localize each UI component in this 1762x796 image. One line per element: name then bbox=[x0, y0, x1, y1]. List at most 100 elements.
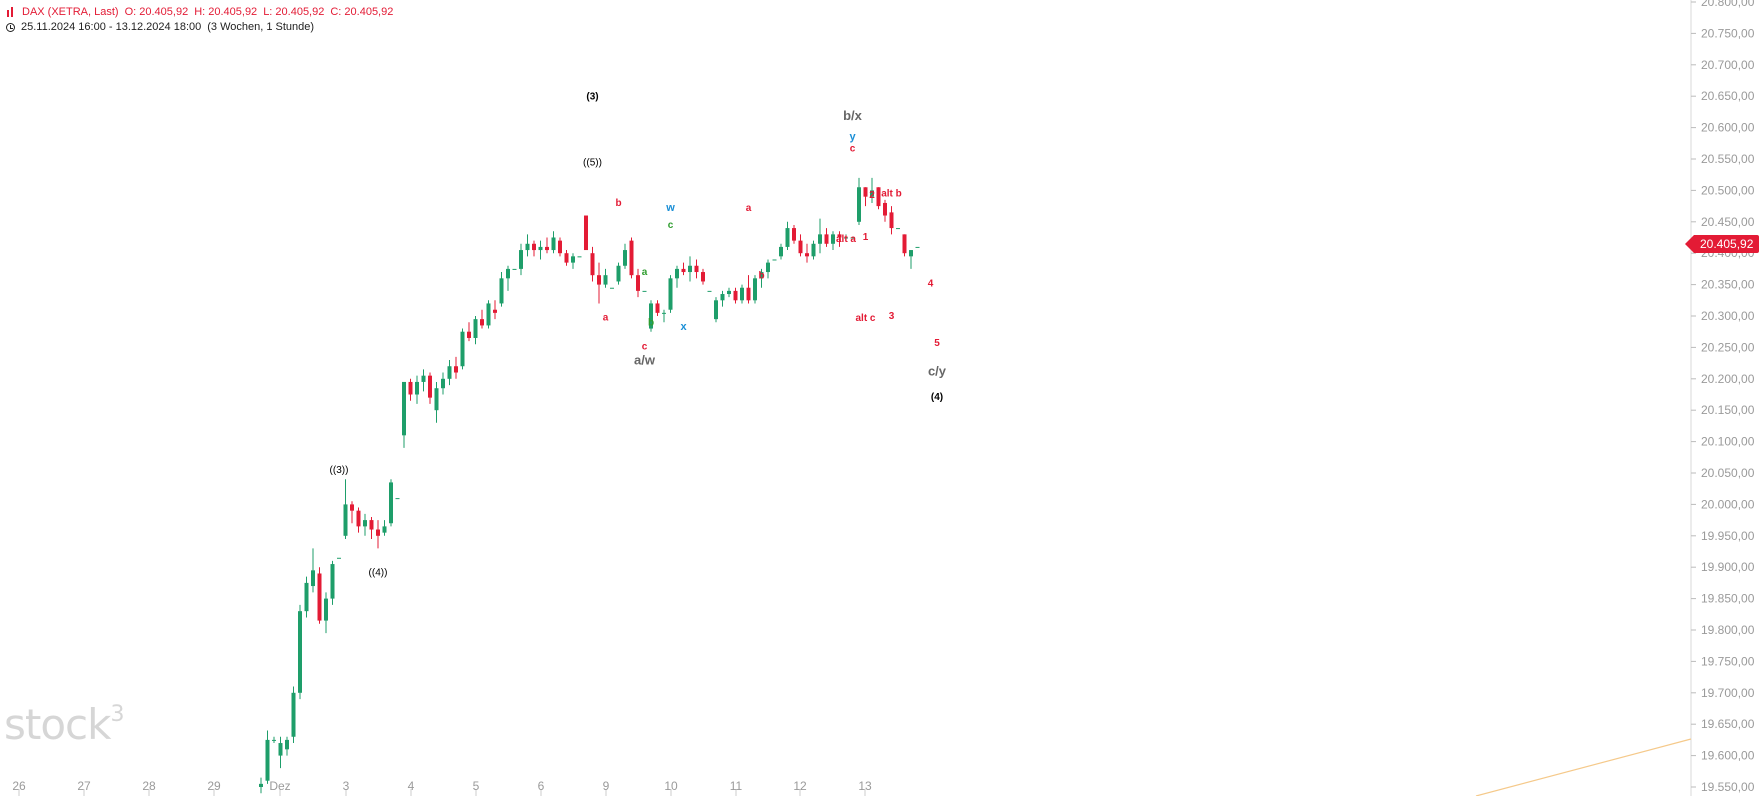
candle-body bbox=[506, 268, 510, 279]
y-tick-label: 20.700,00 bbox=[1701, 58, 1755, 72]
range-header: 25.11.2024 16:00 - 13.12.2024 18:00 (3 W… bbox=[6, 21, 314, 33]
candle-body bbox=[564, 253, 569, 263]
y-tick-label: 20.350,00 bbox=[1701, 278, 1755, 292]
wave-label: c/y bbox=[928, 364, 947, 379]
wave-label: c bbox=[850, 143, 856, 154]
y-tick-label: 20.750,00 bbox=[1701, 26, 1755, 40]
candle-body bbox=[792, 228, 796, 241]
y-tick-label: 19.950,00 bbox=[1701, 529, 1755, 543]
x-tick-label: 11 bbox=[730, 779, 743, 793]
wave-label: 3 bbox=[889, 311, 895, 322]
y-tick-label: 19.900,00 bbox=[1701, 560, 1755, 574]
candle-body bbox=[766, 262, 770, 273]
candle-body bbox=[428, 375, 432, 398]
wave-label: b bbox=[615, 198, 621, 209]
candle-body bbox=[857, 187, 861, 222]
y-tick-label: 20.150,00 bbox=[1701, 403, 1755, 417]
wave-label: b bbox=[758, 270, 764, 281]
candle-body bbox=[662, 312, 666, 314]
candle-body bbox=[831, 234, 835, 244]
wave-label: ((4)) bbox=[369, 567, 388, 578]
y-tick-label: 20.450,00 bbox=[1701, 215, 1755, 229]
candle-body bbox=[584, 215, 588, 251]
wave-label: a bbox=[642, 267, 648, 278]
candle-body bbox=[636, 275, 640, 291]
candle-body bbox=[876, 187, 881, 207]
candle-body bbox=[337, 557, 341, 559]
candle-body bbox=[343, 504, 348, 536]
candle-body bbox=[265, 739, 270, 781]
y-tick-label: 19.800,00 bbox=[1701, 623, 1755, 637]
candle-body bbox=[558, 240, 562, 254]
wave-label: (4) bbox=[931, 392, 943, 403]
y-tick-label: 19.600,00 bbox=[1701, 749, 1755, 763]
y-tick-label: 20.650,00 bbox=[1701, 89, 1755, 103]
candle-body bbox=[727, 290, 731, 295]
wave-label: b bbox=[648, 317, 654, 328]
candle-body bbox=[402, 381, 406, 436]
y-tick-label: 19.700,00 bbox=[1701, 686, 1755, 700]
candle-body bbox=[330, 564, 335, 599]
y-tick-label: 20.600,00 bbox=[1701, 121, 1755, 135]
candle-body bbox=[298, 611, 302, 693]
candle-body bbox=[389, 482, 393, 524]
candle-body bbox=[870, 190, 874, 197]
wave-label: a/w bbox=[634, 352, 656, 367]
candle-body bbox=[278, 743, 283, 756]
candle-body bbox=[785, 228, 790, 247]
x-tick-label: 5 bbox=[473, 779, 480, 793]
candle-body bbox=[902, 234, 907, 254]
candle-body bbox=[694, 265, 699, 273]
ohlc-open: O: 20.405,92 bbox=[124, 6, 189, 18]
y-tick-label: 20.500,00 bbox=[1701, 183, 1755, 197]
y-tick-label: 19.650,00 bbox=[1701, 717, 1755, 731]
candle-body bbox=[304, 582, 309, 612]
wave-label: a bbox=[603, 312, 609, 323]
x-tick-label: 26 bbox=[12, 779, 26, 793]
candle-body bbox=[824, 234, 829, 244]
candle-body bbox=[675, 268, 679, 279]
candle-body bbox=[311, 570, 315, 587]
candle-body bbox=[486, 303, 491, 326]
candle-body bbox=[272, 739, 276, 741]
wave-label: alt c bbox=[855, 313, 875, 324]
wave-label: c bbox=[642, 341, 648, 352]
candle-body bbox=[818, 234, 822, 244]
clock-icon bbox=[6, 22, 15, 32]
wave-label: ((3)) bbox=[330, 465, 349, 476]
candle-body bbox=[688, 265, 692, 273]
candle-body bbox=[571, 256, 575, 263]
wave-label: c bbox=[668, 220, 674, 231]
candle-body bbox=[434, 388, 439, 411]
candle-body bbox=[746, 287, 751, 301]
candle-body bbox=[512, 268, 517, 270]
candle-body bbox=[811, 243, 816, 257]
candle-body bbox=[317, 573, 322, 621]
candle-body bbox=[597, 275, 601, 285]
candle-body bbox=[519, 250, 523, 269]
wave-label: 2 bbox=[869, 190, 875, 201]
candle-body bbox=[681, 268, 686, 273]
candle-body bbox=[454, 366, 458, 373]
y-tick-label: 20.800,00 bbox=[1701, 0, 1755, 9]
candle-body bbox=[376, 529, 380, 536]
wave-label: 5 bbox=[934, 338, 940, 349]
symbol-header: DAX (XETRA, Last) O: 20.405,92 H: 20.405… bbox=[6, 6, 393, 18]
candle-body bbox=[837, 234, 842, 238]
y-tick-label: 20.000,00 bbox=[1701, 497, 1755, 511]
y-tick-label: 20.300,00 bbox=[1701, 309, 1755, 323]
wave-label: 1 bbox=[863, 232, 869, 243]
wave-label: alt a bbox=[836, 234, 856, 245]
candle-body bbox=[441, 378, 445, 389]
candle-body bbox=[350, 504, 354, 511]
candle-body bbox=[720, 294, 725, 301]
wave-label: a bbox=[746, 203, 752, 214]
candle-body bbox=[467, 331, 471, 338]
wave-label: b/x bbox=[843, 108, 863, 123]
x-tick-label: 12 bbox=[793, 779, 807, 793]
candle-body bbox=[896, 228, 900, 230]
candle-body bbox=[610, 287, 614, 289]
date-range: 25.11.2024 16:00 - 13.12.2024 18:00 bbox=[21, 21, 202, 33]
candle-body bbox=[883, 202, 887, 216]
